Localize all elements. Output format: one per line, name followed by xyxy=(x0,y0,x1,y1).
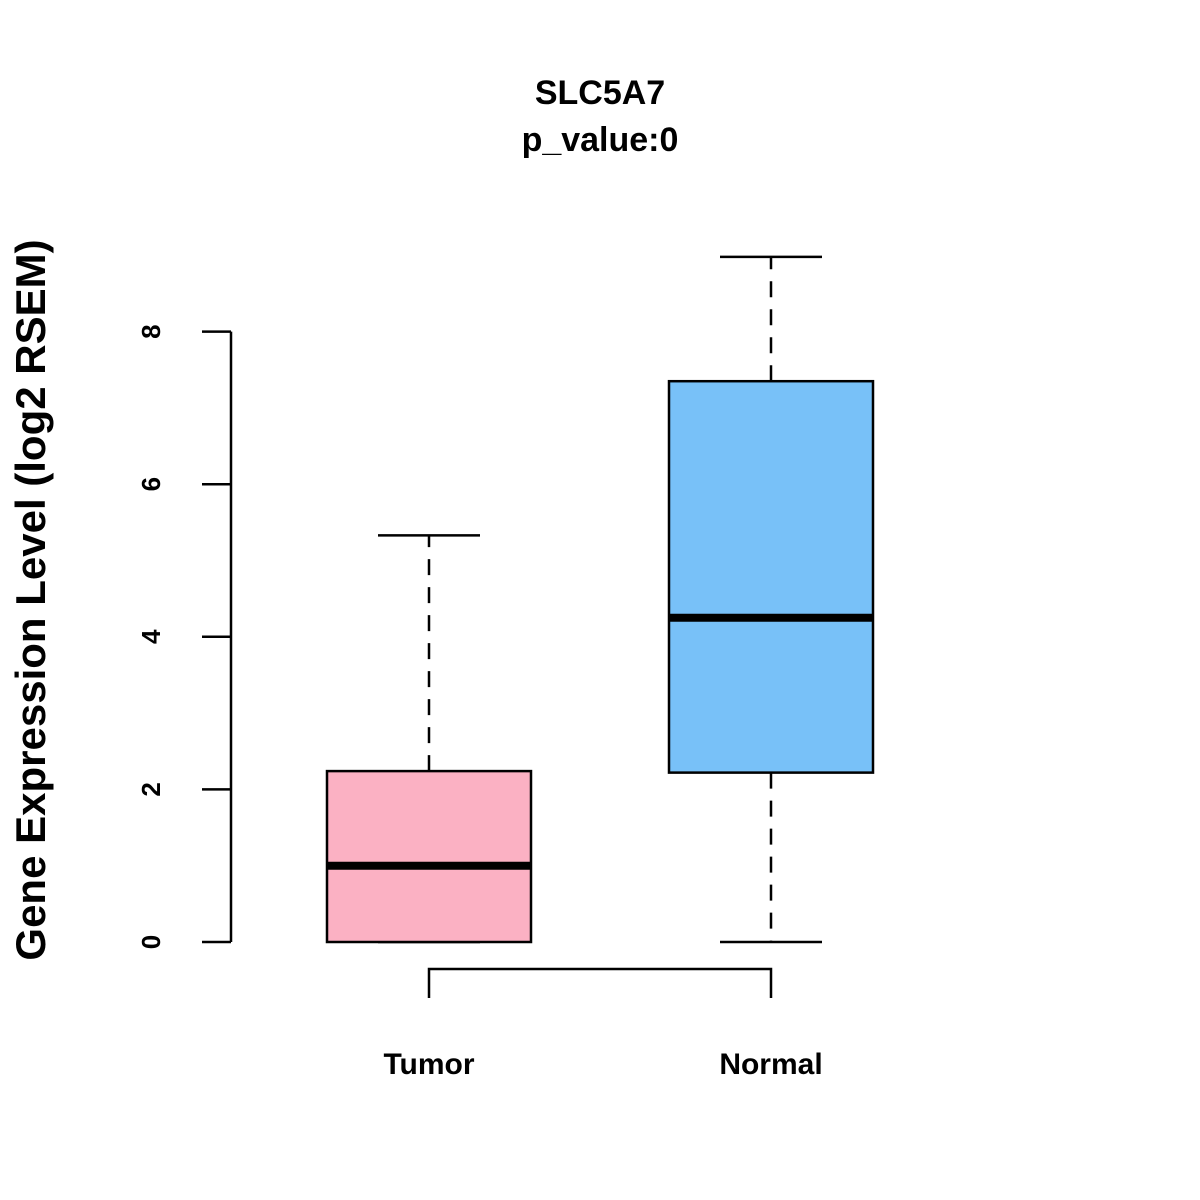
chart-title: SLC5A7 xyxy=(535,74,665,112)
iqr-box xyxy=(325,769,533,944)
comparison-bracket xyxy=(427,967,773,998)
y-tick-label: 8 xyxy=(136,324,166,338)
y-tick-label: 4 xyxy=(136,629,166,644)
y-tick-label: 6 xyxy=(136,477,166,491)
y-tick-label: 0 xyxy=(136,935,166,949)
box-normal: Normal xyxy=(667,255,875,1081)
x-category-label: Tumor xyxy=(383,1048,474,1081)
x-category-label: Normal xyxy=(719,1048,822,1081)
plot-area: Tumor Normal xyxy=(325,255,875,1081)
y-tick-label: 2 xyxy=(136,782,166,796)
iqr-box xyxy=(667,379,875,774)
chart-subtitle: p_value:0 xyxy=(522,121,679,159)
y-axis-label: Gene Expression Level (log2 RSEM) xyxy=(7,239,54,960)
box-tumor: Tumor xyxy=(325,534,533,1081)
y-axis: 0 2 4 6 8 xyxy=(136,324,233,949)
